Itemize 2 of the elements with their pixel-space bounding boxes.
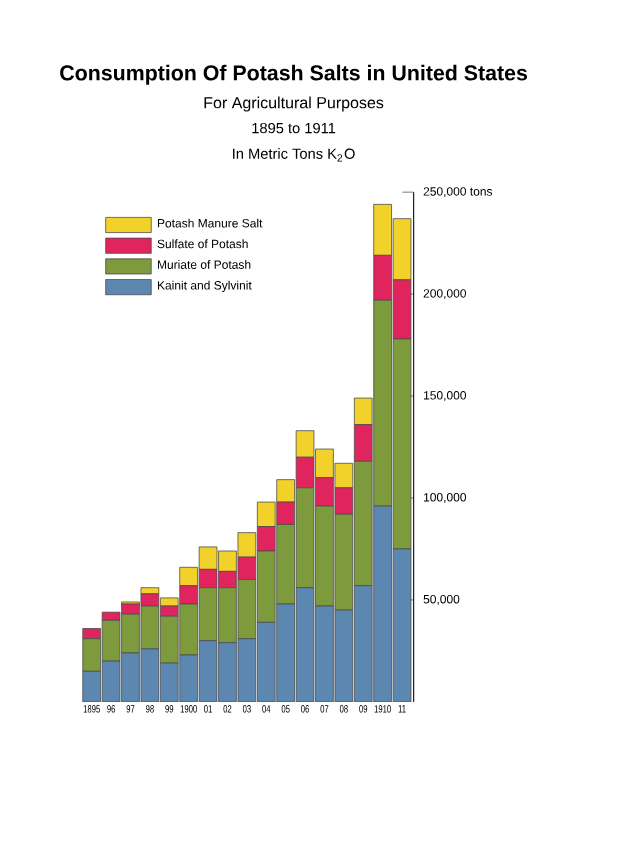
chart-subtitle: For Agricultural Purposes <box>204 96 384 112</box>
chart-title: Consumption Of Potash Salts in United States <box>59 64 527 85</box>
